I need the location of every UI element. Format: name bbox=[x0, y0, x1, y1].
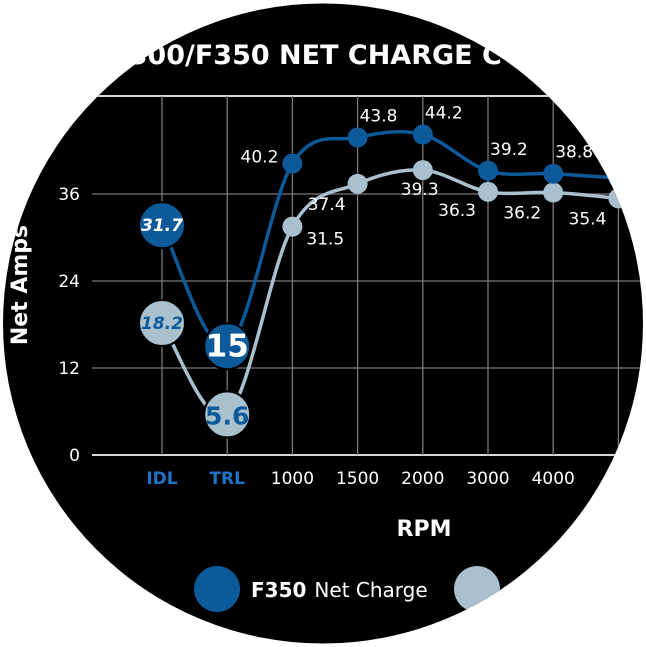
data-label-0-6: 38.8 bbox=[555, 143, 593, 163]
point-0-3 bbox=[347, 127, 368, 148]
y-tick-24: 24 bbox=[58, 272, 80, 292]
x-tick-IDL: IDL bbox=[146, 469, 177, 489]
x-tick-4000: 4000 bbox=[532, 469, 575, 489]
legend-label-f350: F350 Net Charge bbox=[251, 578, 428, 602]
data-label-1-0: 18.2 bbox=[141, 314, 183, 334]
data-label-0-5: 39.2 bbox=[490, 140, 528, 160]
point-1-4 bbox=[412, 160, 433, 181]
data-label-0-3: 43.8 bbox=[360, 106, 398, 126]
point-0-0 bbox=[138, 201, 186, 250]
x-axis-label: RPM bbox=[397, 517, 452, 542]
y-tick-12: 12 bbox=[58, 359, 80, 379]
legend-marker-f300 bbox=[454, 566, 500, 612]
x-tick-5: 5 bbox=[613, 469, 624, 489]
data-label-1-6: 36.2 bbox=[503, 204, 541, 224]
chart-title: F300/F350 NET CHARGE C bbox=[110, 40, 502, 71]
point-1-6 bbox=[543, 182, 564, 203]
point-0-4 bbox=[412, 124, 433, 145]
point-0-5 bbox=[478, 160, 498, 181]
x-tick-2000: 2000 bbox=[401, 469, 444, 489]
point-1-7 bbox=[608, 188, 629, 209]
data-label-0-0: 31.7 bbox=[141, 216, 183, 236]
point-1-1 bbox=[203, 390, 252, 439]
legend-marker-f350 bbox=[194, 566, 240, 612]
point-1-5 bbox=[478, 181, 498, 202]
x-tick-3000: 3000 bbox=[466, 469, 509, 489]
series-layer: 18.2 5.6 31.5 37.4 39.336.3 36.2 35.4 31.7 15 40.… bbox=[138, 104, 629, 439]
point-1-3 bbox=[347, 173, 368, 194]
data-label-0-2: 40.2 bbox=[241, 148, 279, 168]
data-label-1-3: 37.4 bbox=[308, 195, 346, 215]
data-label-1-7: 35.4 bbox=[569, 209, 607, 229]
data-label-1-1: 5.6 bbox=[205, 401, 249, 430]
legend: F350 Net Charge bbox=[194, 566, 500, 612]
point-0-6 bbox=[543, 163, 564, 184]
data-label-1-5: 36.3 bbox=[438, 201, 476, 221]
x-tick-1000: 1000 bbox=[271, 469, 314, 489]
point-0-2 bbox=[282, 153, 303, 174]
y-tick-36: 36 bbox=[58, 185, 80, 205]
point-1-2 bbox=[282, 216, 303, 237]
point-0-1 bbox=[203, 322, 252, 371]
y-axis: 0 12 24 36 bbox=[58, 185, 80, 466]
x-tick-TRL: TRL bbox=[209, 469, 245, 489]
data-label-1-4: 39.3 bbox=[401, 180, 439, 200]
legend-label-f350-rest: Net Charge bbox=[314, 578, 427, 602]
point-0-7 bbox=[608, 168, 629, 189]
legend-label-f350-bold: F350 bbox=[251, 578, 306, 602]
data-label-0-4: 44.2 bbox=[425, 104, 463, 124]
data-label-1-2: 31.5 bbox=[306, 230, 344, 250]
y-tick-0: 0 bbox=[69, 446, 80, 466]
point-1-0 bbox=[138, 299, 186, 348]
y-axis-label: Net Amps bbox=[8, 225, 33, 345]
x-tick-1500: 1500 bbox=[336, 469, 379, 489]
data-label-0-1: 15 bbox=[206, 328, 249, 364]
